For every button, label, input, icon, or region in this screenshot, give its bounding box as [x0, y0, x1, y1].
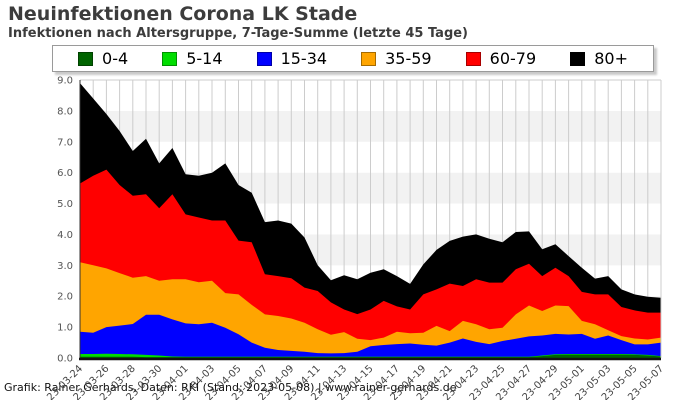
page-title: Neuinfektionen Corona LK Stade [8, 3, 358, 25]
legend-swatch-icon [162, 51, 178, 66]
area-15-34 [80, 314, 661, 358]
legend-swatch-icon [465, 51, 481, 66]
legend: 0-4 5-14 15-34 35-59 60-79 80+ [52, 45, 654, 72]
legend-item-0-4: 0-4 [78, 49, 128, 68]
y-tick-label: 6.0 [57, 168, 73, 179]
legend-swatch-icon [361, 51, 377, 66]
y-tick-label: 1.0 [57, 323, 73, 334]
y-tick-label: 2.0 [57, 292, 73, 303]
y-tick-label: 0.0 [57, 354, 73, 365]
page-subtitle: Infektionen nach Altersgruppe, 7-Tage-Su… [8, 26, 469, 41]
area-0-4 [80, 354, 661, 358]
legend-label: 0-4 [102, 49, 129, 68]
y-tick-label: 5.0 [57, 199, 73, 210]
legend-label: 60-79 [489, 49, 537, 68]
legend-item-60-79: 60-79 [465, 49, 537, 68]
y-tick-label: 3.0 [57, 261, 73, 272]
legend-label: 80+ [594, 49, 628, 68]
legend-item-5-14: 5-14 [162, 49, 223, 68]
legend-swatch-icon [256, 51, 272, 66]
legend-label: 5-14 [186, 49, 223, 68]
legend-item-35-59: 35-59 [361, 49, 432, 68]
legend-item-15-34: 15-34 [256, 49, 328, 68]
legend-label: 15-34 [280, 49, 328, 68]
area-5-14 [80, 353, 661, 358]
legend-label: 35-59 [385, 49, 432, 68]
legend-swatch-icon [570, 51, 586, 66]
legend-swatch-icon [78, 51, 94, 66]
y-tick-label: 8.0 [57, 106, 73, 117]
legend-item-80+: 80+ [570, 49, 628, 68]
y-tick-label: 7.0 [57, 137, 73, 148]
credit-line: Grafik: Rainer Gerhards, Daten: RKI (Sta… [4, 381, 457, 394]
y-tick-label: 9.0 [57, 76, 73, 87]
y-tick-label: 4.0 [57, 230, 73, 241]
